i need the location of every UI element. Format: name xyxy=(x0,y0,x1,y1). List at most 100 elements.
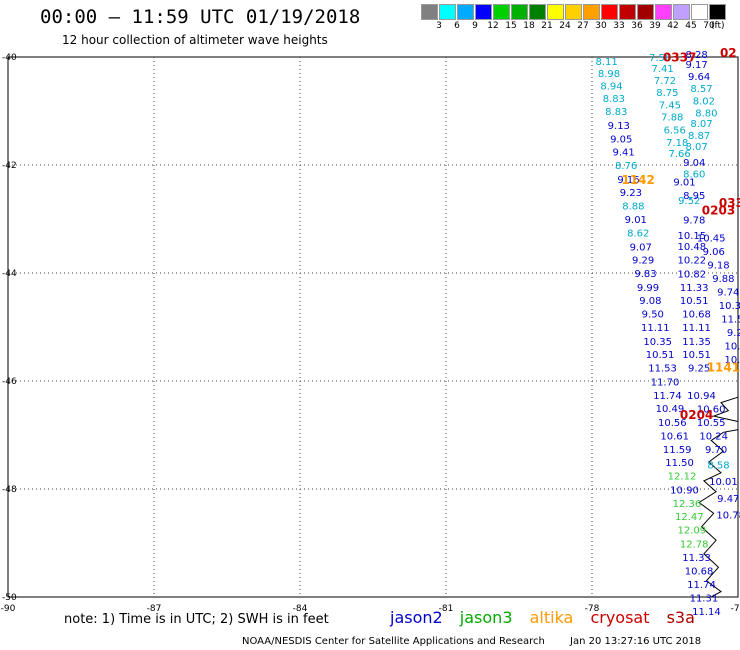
wave-height-label: 10.94 xyxy=(687,391,716,402)
wave-height-label: 11.59 xyxy=(663,445,692,456)
legend-unit: (ft) xyxy=(711,21,725,31)
legend-swatch xyxy=(709,4,726,20)
pass-time-label: 02 xyxy=(720,46,737,60)
wave-height-label: 9.22 xyxy=(727,328,740,339)
wave-height-label: 8.80 xyxy=(695,108,717,119)
wave-height-label: 10.51 xyxy=(682,350,711,361)
wave-height-label: 12.78 xyxy=(680,539,709,550)
latitude-tick-label: -50 xyxy=(2,593,17,603)
wave-height-label: 9.06 xyxy=(703,247,725,258)
longitude-tick-label: -87 xyxy=(147,604,162,614)
wave-height-label: 8.94 xyxy=(600,81,622,92)
pass-time-label: 0203 xyxy=(702,204,735,218)
wave-height-label: 7.56 xyxy=(649,53,671,64)
sat-altika: altika xyxy=(529,608,574,627)
wave-height-label: 12.47 xyxy=(675,512,704,523)
wave-height-label: 12.36 xyxy=(673,499,702,510)
wave-height-label: 9.47 xyxy=(717,494,739,505)
wave-height-label: 11.50 xyxy=(665,458,694,469)
wave-height-label: 11.14 xyxy=(692,607,721,618)
legend-swatch xyxy=(619,4,636,20)
wave-height-label: 10.24 xyxy=(699,431,728,442)
wave-height-label: 8.58 xyxy=(707,461,729,472)
legend-label: 15 xyxy=(505,21,517,31)
legend-swatch xyxy=(421,4,438,20)
wave-height-label: 9.83 xyxy=(634,269,656,280)
legend-label: 24 xyxy=(559,21,571,31)
wave-height-label: 7.41 xyxy=(651,64,673,75)
map-title: 00:00 – 11:59 UTC 01/19/2018 xyxy=(40,6,361,28)
wave-height-label: 11.53 xyxy=(648,363,677,374)
wave-height-label: 10.60 xyxy=(697,404,726,415)
latitude-tick-label: -46 xyxy=(2,377,17,387)
wave-height-label: 8.60 xyxy=(683,169,705,180)
wave-height-label: 9.50 xyxy=(642,309,664,320)
legend-swatch xyxy=(475,4,492,20)
legend-label: 21 xyxy=(541,21,553,31)
wave-height-label: 8.75 xyxy=(656,88,678,99)
wave-height-label: 9.07 xyxy=(630,242,652,253)
legend-label: 9 xyxy=(472,21,478,31)
legend-swatch xyxy=(583,4,600,20)
wave-height-label: 9.18 xyxy=(707,261,729,272)
wave-height-label: 10.22 xyxy=(677,255,706,266)
wave-height-label: 9.05 xyxy=(610,134,632,145)
wave-height-label: 8.07 xyxy=(685,142,707,153)
latitude-tick-label: -48 xyxy=(2,485,17,495)
wave-height-label: 8.07 xyxy=(690,119,712,130)
wave-height-label: 10.78 xyxy=(716,511,740,522)
wave-height-label: 9.41 xyxy=(612,147,634,158)
wave-height-label: 8.98 xyxy=(598,69,620,80)
map-frame xyxy=(7,56,739,598)
wave-height-label: 7.66 xyxy=(668,149,690,160)
wave-height-label: 7.45 xyxy=(659,100,681,111)
wave-height-label: 8.62 xyxy=(627,228,649,239)
legend-swatch xyxy=(547,4,564,20)
legend-swatch xyxy=(673,4,690,20)
sat-s3a: s3a xyxy=(666,608,695,627)
wave-height-label: 10.68 xyxy=(682,309,711,320)
wave-height-label: 7.18 xyxy=(666,138,688,149)
wave-height-label: 10.61 xyxy=(660,431,689,442)
legend-label: 33 xyxy=(613,21,625,31)
wave-height-label: 11.74 xyxy=(687,580,716,591)
wave-height-label: 10.45 xyxy=(697,234,726,245)
legend-label: 6 xyxy=(454,21,460,31)
footer: NOAA/NESDIS Center for Satellite Applica… xyxy=(242,636,701,647)
wave-height-label: 10.15 xyxy=(677,231,706,242)
pass-time-label: 0337 xyxy=(663,50,696,64)
legend-swatch xyxy=(691,4,708,20)
wave-height-label: 10.55 xyxy=(697,418,726,429)
map-subtitle: 12 hour collection of altimeter wave hei… xyxy=(62,33,328,47)
wave-height-label: 9.08 xyxy=(639,296,661,307)
wave-height-label: 8.83 xyxy=(605,107,627,118)
legend-label: 18 xyxy=(523,21,535,31)
wave-height-label: 9.29 xyxy=(632,255,654,266)
wave-height-label: 8.87 xyxy=(688,131,710,142)
wave-height-label: 9.25 xyxy=(688,363,710,374)
satellite-key: jason2 jason3 altika cryosat s3a xyxy=(390,608,707,627)
wave-height-label: 9.74 xyxy=(717,288,739,299)
wave-height-label: 9.88 xyxy=(712,274,734,285)
legend-swatch xyxy=(511,4,528,20)
wave-height-label: 9.64 xyxy=(688,72,710,83)
latitude-tick-label: -40 xyxy=(2,53,17,63)
wave-height-label: 10.56 xyxy=(658,418,687,429)
legend-swatch xyxy=(655,4,672,20)
wave-height-label: 9.04 xyxy=(683,158,705,169)
wave-height-label: 10.51 xyxy=(680,296,709,307)
pass-time-label: 1141 xyxy=(707,360,740,374)
wave-height-label: 9.52 xyxy=(678,196,700,207)
coastline xyxy=(711,396,739,422)
pass-time-label: 0337 xyxy=(719,196,740,210)
wave-height-label: 8.95 xyxy=(683,191,705,202)
wave-height-label: 8.57 xyxy=(690,84,712,95)
wave-height-label: 9.17 xyxy=(685,60,707,71)
longitude-tick-label: -81 xyxy=(439,604,454,614)
wave-height-label: 10.48 xyxy=(677,242,706,253)
coastline xyxy=(698,429,739,598)
wave-height-label: 10.49 xyxy=(656,404,685,415)
wave-height-label: 9.99 xyxy=(637,283,659,294)
wave-height-label: 8.28 xyxy=(685,50,707,61)
